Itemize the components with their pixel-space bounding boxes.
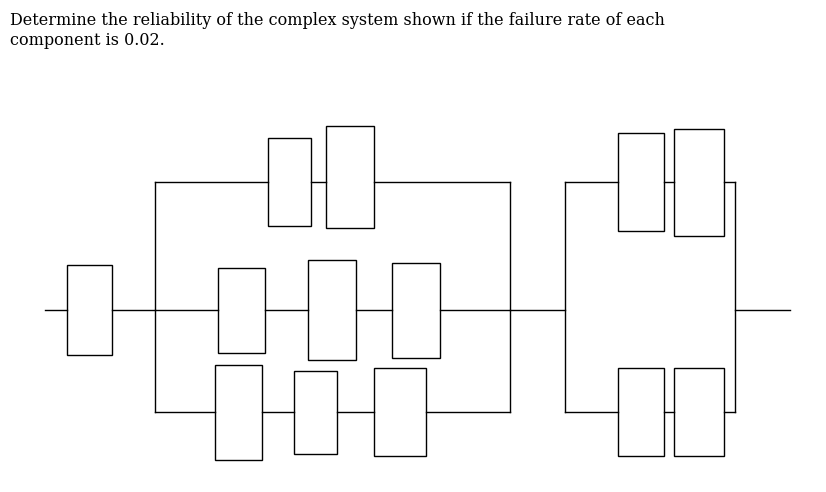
Bar: [674, 368, 724, 456]
Bar: [374, 368, 426, 456]
Bar: [67, 265, 112, 355]
Bar: [392, 263, 440, 358]
Bar: [618, 133, 664, 231]
Text: Determine the reliability of the complex system shown if the failure rate of eac: Determine the reliability of the complex…: [10, 12, 665, 49]
Bar: [308, 260, 356, 360]
Bar: [326, 126, 374, 228]
Bar: [618, 368, 664, 456]
Bar: [215, 365, 262, 460]
Bar: [294, 370, 337, 454]
Bar: [218, 268, 265, 352]
Bar: [674, 128, 724, 236]
Bar: [268, 138, 311, 226]
